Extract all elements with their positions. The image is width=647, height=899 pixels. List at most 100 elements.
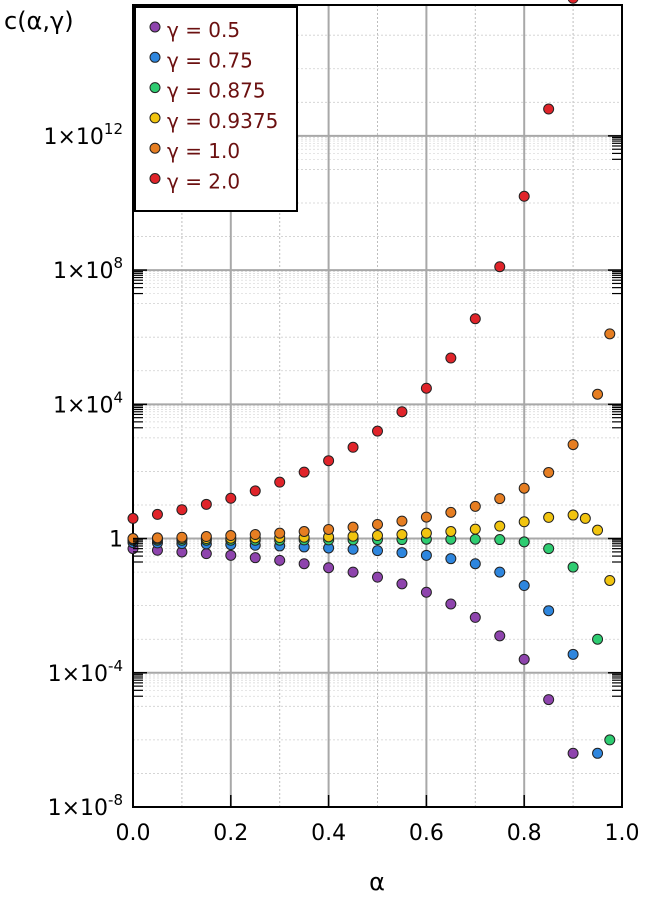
data-point bbox=[494, 520, 506, 532]
data-point bbox=[420, 549, 432, 561]
data-point bbox=[396, 529, 408, 541]
data-point bbox=[592, 524, 604, 536]
data-point bbox=[445, 352, 457, 364]
data-point bbox=[567, 648, 579, 660]
legend-label: γ = 2.0 bbox=[167, 170, 240, 194]
data-point bbox=[298, 466, 310, 478]
data-point bbox=[469, 533, 481, 545]
data-point bbox=[372, 545, 383, 557]
data-point bbox=[323, 455, 335, 467]
data-point bbox=[543, 511, 555, 523]
y-tick-label: 1×10-8 bbox=[48, 791, 123, 821]
legend-label: γ = 0.5 bbox=[167, 18, 240, 42]
data-point bbox=[518, 190, 530, 202]
data-point bbox=[151, 508, 163, 520]
data-point bbox=[592, 747, 604, 759]
data-point bbox=[604, 734, 616, 746]
data-point bbox=[518, 653, 530, 665]
y-tick-label: 1×10-4 bbox=[48, 657, 123, 687]
data-point bbox=[445, 526, 457, 538]
data-point bbox=[347, 521, 359, 533]
x-tick-label: 1.0 bbox=[605, 821, 640, 846]
data-point bbox=[225, 492, 237, 504]
data-point bbox=[445, 553, 457, 565]
data-point bbox=[274, 554, 286, 566]
data-point bbox=[372, 518, 383, 530]
legend-box bbox=[134, 6, 298, 212]
data-point bbox=[518, 482, 530, 494]
data-point bbox=[494, 566, 506, 578]
legend-label: γ = 0.875 bbox=[167, 79, 266, 103]
y-tick-label: 1×1012 bbox=[43, 120, 123, 150]
legend-marker bbox=[149, 21, 161, 33]
data-point bbox=[494, 534, 506, 546]
data-point bbox=[494, 493, 506, 505]
data-point bbox=[543, 543, 555, 555]
data-point bbox=[469, 523, 481, 535]
data-point bbox=[445, 598, 457, 610]
data-point bbox=[200, 548, 212, 560]
data-points bbox=[127, 0, 616, 759]
legend-marker bbox=[149, 142, 161, 154]
data-point bbox=[494, 630, 506, 642]
data-point bbox=[579, 512, 591, 524]
y-axis-label: c(α,γ) bbox=[4, 7, 74, 35]
data-point bbox=[469, 500, 481, 512]
data-point bbox=[298, 558, 310, 570]
data-point bbox=[445, 506, 457, 518]
y-tick-label: 1 bbox=[109, 528, 123, 553]
data-point bbox=[396, 515, 408, 527]
data-point bbox=[420, 382, 432, 394]
data-point bbox=[543, 466, 555, 478]
data-point bbox=[200, 531, 212, 543]
legend-label: γ = 0.9375 bbox=[167, 109, 278, 133]
data-point bbox=[592, 388, 604, 400]
legend: γ = 0.5 γ = 0.75 γ = 0.875 γ = 0.9375 γ = 1.… bbox=[134, 6, 298, 212]
data-point bbox=[396, 406, 408, 418]
data-point bbox=[249, 552, 261, 564]
data-point bbox=[518, 580, 530, 592]
data-point bbox=[176, 531, 188, 543]
x-tick-label: 0.2 bbox=[213, 821, 248, 846]
data-point bbox=[372, 530, 383, 542]
data-point bbox=[396, 547, 408, 559]
legend-marker bbox=[149, 51, 161, 63]
data-point bbox=[604, 328, 616, 340]
data-point bbox=[372, 571, 383, 583]
data-point bbox=[347, 543, 359, 555]
data-point bbox=[347, 530, 359, 542]
data-point bbox=[567, 0, 579, 4]
data-point bbox=[249, 529, 261, 541]
data-point bbox=[518, 516, 530, 528]
x-tick-label: 0.0 bbox=[116, 821, 151, 846]
data-point bbox=[543, 694, 555, 706]
y-tick-label: 1×108 bbox=[53, 254, 123, 284]
legend-label: γ = 1.0 bbox=[167, 139, 240, 163]
data-point bbox=[543, 605, 555, 617]
data-point bbox=[494, 261, 506, 273]
data-point bbox=[604, 574, 616, 586]
data-point bbox=[396, 578, 408, 590]
x-tick-label: 0.6 bbox=[409, 821, 444, 846]
data-point bbox=[347, 441, 359, 453]
data-point bbox=[469, 558, 481, 570]
data-point bbox=[543, 103, 555, 115]
legend-marker bbox=[149, 112, 161, 124]
legend-marker bbox=[149, 173, 161, 184]
legend-marker bbox=[149, 82, 161, 94]
data-point bbox=[469, 611, 481, 623]
grid-lines bbox=[133, 5, 622, 807]
data-point bbox=[567, 509, 579, 521]
data-point bbox=[298, 526, 310, 538]
axis-ticks: 0.0 0.2 0.4 0.6 0.8 1.0 1×10-8 1×10-4 1 1×104 1×10… bbox=[43, 120, 639, 846]
legend-label: γ = 0.75 bbox=[167, 48, 253, 72]
data-point bbox=[225, 530, 237, 542]
data-point bbox=[567, 747, 579, 759]
data-point bbox=[567, 439, 579, 451]
data-point bbox=[420, 527, 432, 539]
data-point bbox=[567, 561, 579, 573]
data-point bbox=[323, 562, 335, 574]
data-point bbox=[323, 523, 335, 535]
y-tick-label: 1×104 bbox=[53, 388, 123, 418]
